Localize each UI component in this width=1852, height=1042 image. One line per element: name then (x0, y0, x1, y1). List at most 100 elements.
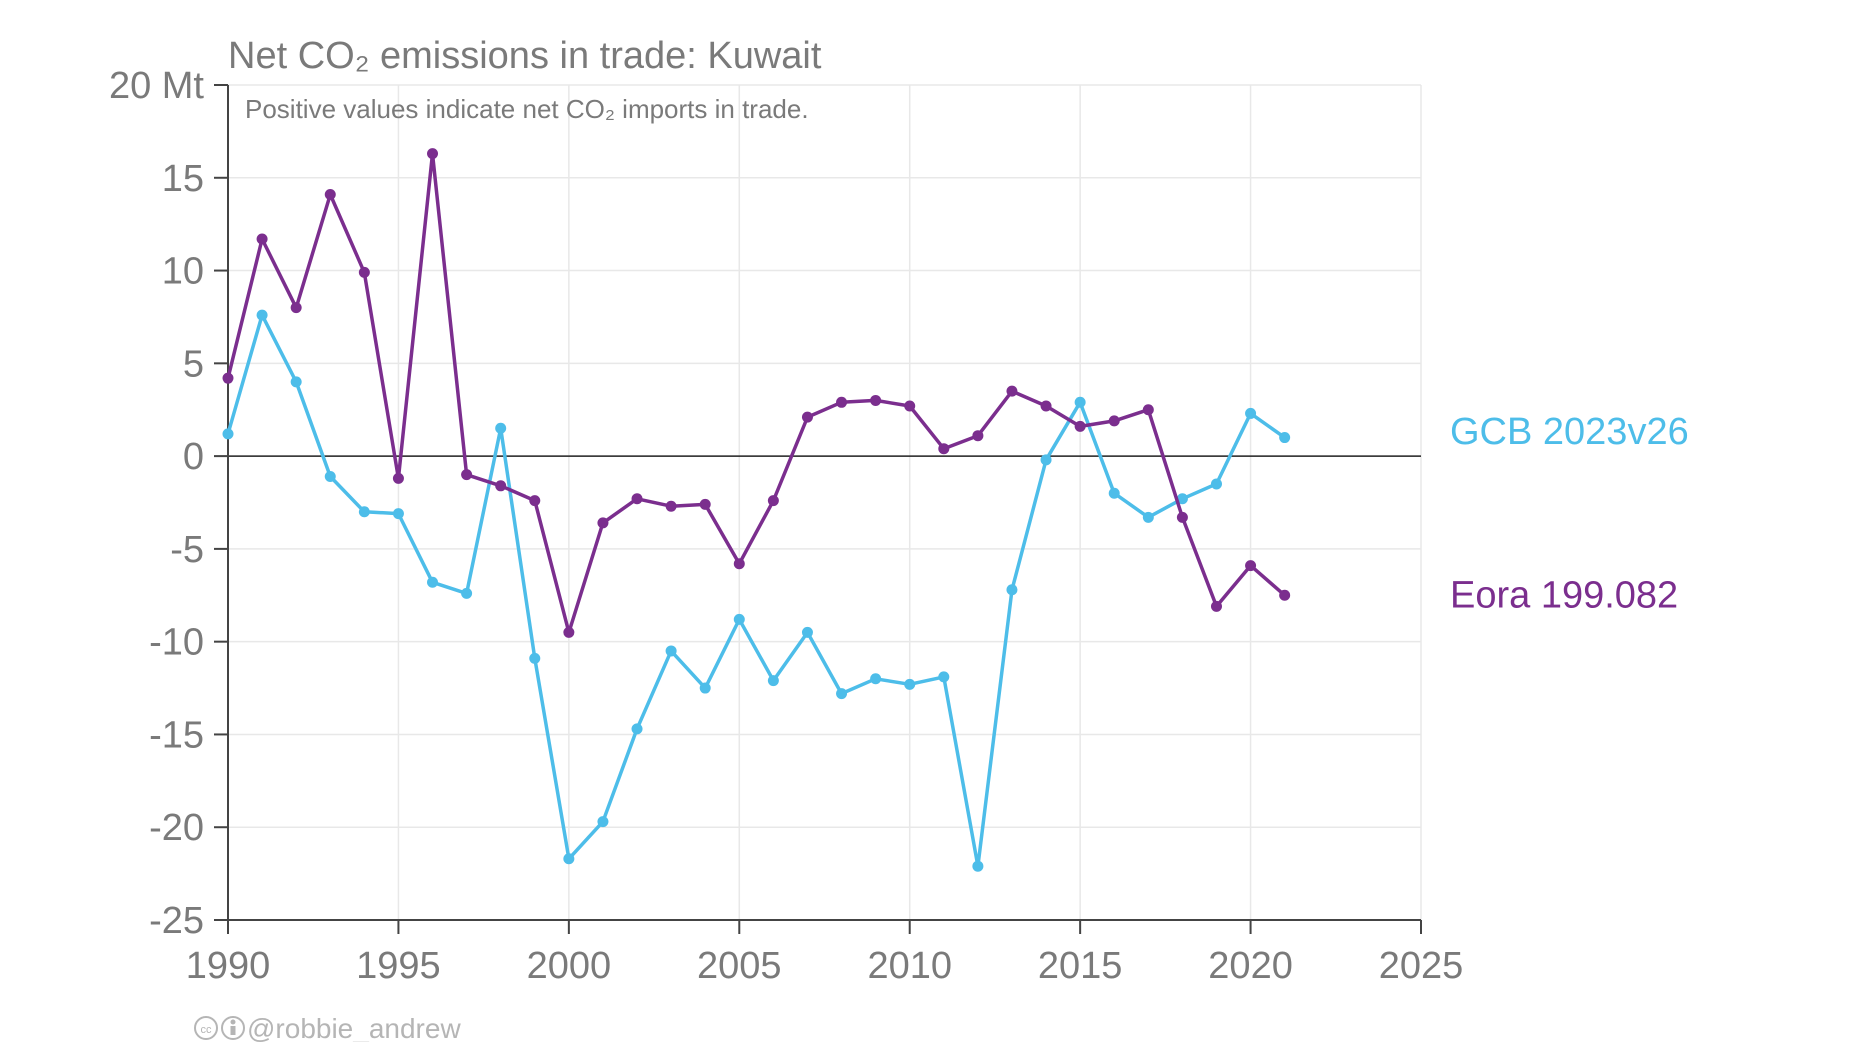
y-tick-label: -25 (149, 900, 204, 942)
data-point (256, 233, 268, 245)
data-point (904, 400, 916, 412)
data-point (427, 576, 439, 588)
y-tick-label: 15 (162, 158, 204, 200)
data-point (392, 508, 404, 520)
x-tick-label: 1995 (356, 945, 441, 987)
data-point (597, 816, 609, 828)
data-point (1142, 511, 1154, 523)
x-tick-label: 2000 (527, 945, 612, 987)
data-point (665, 645, 677, 657)
data-point (392, 472, 404, 484)
data-point (938, 671, 950, 683)
data-point (256, 309, 268, 321)
data-point (563, 853, 575, 865)
data-point (324, 471, 336, 483)
y-tick-label: 20 Mt (109, 65, 204, 107)
x-tick-label: 1990 (186, 945, 271, 987)
data-point (801, 411, 813, 423)
data-point (938, 443, 950, 455)
series-line (226, 151, 1286, 635)
data-point (495, 480, 507, 492)
data-point (1040, 400, 1052, 412)
data-point (222, 372, 234, 384)
data-point (1074, 420, 1086, 432)
cc-license-icon: cc (194, 1016, 218, 1040)
x-tick-label: 2005 (697, 945, 782, 987)
data-point (1176, 493, 1188, 505)
data-point (1006, 584, 1018, 596)
x-axis-ticks: 1990 1995 2000 2005 2010 2015 2020 2025 (186, 920, 1464, 987)
series-label: Eora 199.082 (1450, 574, 1678, 616)
data-point (290, 376, 302, 388)
axes (227, 85, 1421, 921)
data-point (461, 469, 473, 481)
data-point (1245, 560, 1257, 572)
data-point (461, 587, 473, 599)
data-point (665, 500, 677, 512)
data-point (836, 688, 848, 700)
data-point (1142, 404, 1154, 416)
data-point (1108, 415, 1120, 427)
attribution-icon (221, 1016, 245, 1040)
data-point (529, 495, 541, 507)
data-point (699, 498, 711, 510)
grid-lines (227, 84, 1422, 921)
data-point (631, 493, 643, 505)
y-tick-label: -15 (149, 714, 204, 756)
data-point (767, 495, 779, 507)
data-point (870, 394, 882, 406)
data-point (733, 613, 745, 625)
series-0: GCB 2023v26 (222, 309, 1689, 872)
y-tick-label: -5 (170, 529, 204, 571)
data-point (1074, 396, 1086, 408)
data-point (358, 266, 370, 278)
data-point (427, 148, 439, 160)
data-point (904, 678, 916, 690)
y-tick-label: -10 (149, 622, 204, 664)
svg-text:cc: cc (201, 1024, 213, 1036)
series-label: GCB 2023v26 (1450, 411, 1689, 453)
y-axis-ticks: -25 -20 -15 -10 -5 0 5 10 15 20 Mt (109, 65, 228, 942)
data-point (1108, 487, 1120, 499)
data-point (1210, 478, 1222, 490)
data-point (290, 302, 302, 314)
series-line (226, 313, 1286, 868)
y-tick-label: 0 (183, 436, 204, 478)
y-tick-label: 10 (162, 251, 204, 293)
chart-subtitle: Positive values indicate net CO₂ imports… (245, 94, 809, 124)
series-1: Eora 199.082 (222, 148, 1678, 638)
data-point (529, 652, 541, 664)
y-tick-label: 5 (183, 343, 204, 385)
credit-text: @robbie_andrew (247, 1013, 461, 1042)
data-point (324, 188, 336, 200)
data-point (870, 673, 882, 685)
data-point (699, 682, 711, 694)
x-tick-label: 2010 (867, 945, 952, 987)
credit-line: cc @robbie_andrew (194, 1013, 461, 1042)
data-point (222, 428, 234, 440)
data-point (597, 517, 609, 529)
data-point (495, 422, 507, 434)
data-point (1279, 432, 1291, 444)
x-tick-label: 2020 (1208, 945, 1293, 987)
data-point (1210, 600, 1222, 612)
data-point (767, 675, 779, 687)
data-point (972, 860, 984, 872)
data-point (836, 396, 848, 408)
data-point (1176, 511, 1188, 523)
x-tick-label: 2015 (1038, 945, 1123, 987)
data-point (1006, 385, 1018, 397)
data-point (733, 558, 745, 570)
data-point (631, 723, 643, 735)
y-tick-label: -20 (149, 807, 204, 849)
data-point (358, 506, 370, 518)
x-tick-label: 2025 (1379, 945, 1464, 987)
data-point (801, 626, 813, 638)
series-group: GCB 2023v26 Eora 199.082 (222, 148, 1689, 872)
data-point (1279, 589, 1291, 601)
data-point (1245, 407, 1257, 419)
data-point (1040, 454, 1052, 466)
data-point (563, 626, 575, 638)
data-point (972, 430, 984, 442)
